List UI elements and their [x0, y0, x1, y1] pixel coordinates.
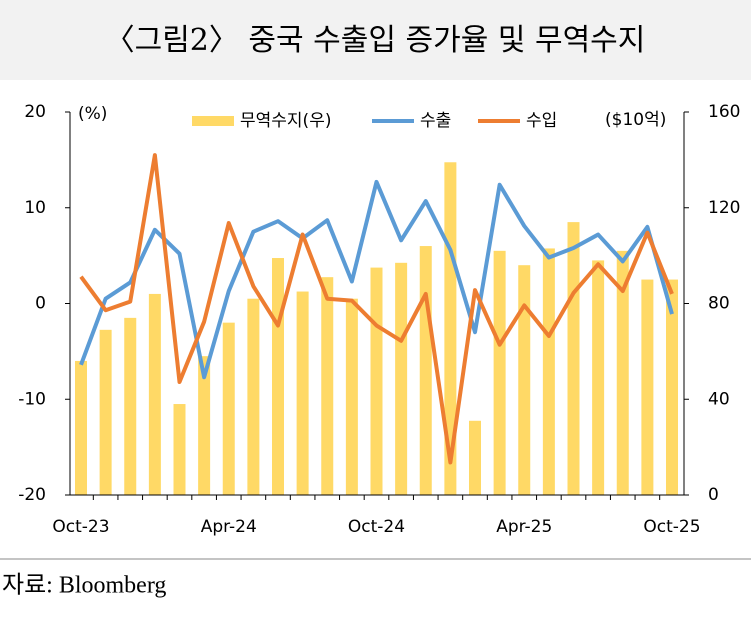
x-tick-label: Oct-25	[643, 517, 700, 537]
bar	[419, 246, 432, 495]
line	[79, 179, 674, 380]
x-tick-label: Apr-24	[201, 517, 257, 537]
bar	[198, 356, 211, 495]
bar	[469, 420, 481, 495]
bar	[616, 250, 629, 495]
y-axis-label: (%)	[78, 104, 107, 124]
bar	[99, 329, 112, 495]
legend-label: 수입	[526, 111, 557, 131]
bar	[173, 404, 186, 495]
title-bar	[0, 0, 751, 80]
y-tick-label: 10	[24, 198, 46, 218]
bar	[345, 298, 358, 495]
y-tick-label: -20	[18, 485, 46, 505]
y2-tick-label: 120	[708, 198, 740, 218]
legend-label: 무역수지(우)	[240, 111, 331, 131]
bar	[493, 250, 506, 495]
source: 자료: Bloomberg	[2, 572, 166, 599]
bar	[75, 360, 87, 495]
bar	[124, 317, 137, 495]
bar	[641, 279, 654, 495]
bar	[296, 291, 309, 495]
title: 〈그림2〉 중국 수출입 증가율 및 무역수지	[105, 23, 646, 58]
y-tick-label: 0	[35, 294, 46, 314]
line	[79, 153, 674, 465]
bar	[148, 293, 161, 495]
bar	[272, 258, 284, 495]
bar	[395, 262, 408, 495]
bar	[592, 260, 605, 495]
y2-axis-label: ($10억)	[605, 110, 666, 130]
bar	[321, 277, 334, 495]
y2-tick-label: 160	[708, 102, 740, 122]
y2-tick-label: 40	[708, 389, 730, 409]
y-tick-label: -10	[18, 389, 46, 409]
bar	[666, 279, 678, 495]
x-tick-label: Oct-24	[348, 517, 405, 537]
y-tick-label: 20	[24, 102, 46, 122]
y2-tick-label: 80	[708, 294, 730, 314]
bar	[370, 267, 383, 495]
bar	[222, 322, 235, 495]
y2-tick-label: 0	[708, 485, 719, 505]
bar	[518, 265, 531, 495]
bar	[567, 222, 580, 496]
x-tick-label: Oct-23	[52, 517, 109, 537]
legend-swatch	[192, 116, 234, 126]
legend-label: 수출	[420, 111, 451, 131]
x-tick-label: Apr-25	[496, 517, 552, 537]
bar	[247, 298, 260, 495]
bar	[542, 248, 555, 495]
